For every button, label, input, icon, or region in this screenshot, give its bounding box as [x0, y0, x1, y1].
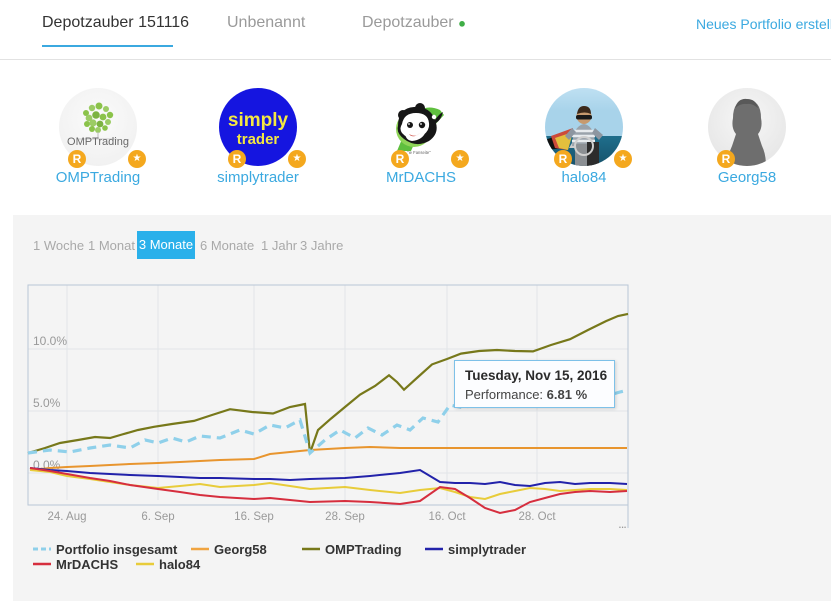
svg-text:trader: trader — [237, 131, 280, 148]
svg-text:OMPTrading: OMPTrading — [67, 136, 129, 148]
svg-text:halo84: halo84 — [159, 557, 201, 572]
svg-text:Portfolio insgesamt: Portfolio insgesamt — [56, 542, 178, 557]
svg-text:Georg58: Georg58 — [214, 542, 267, 557]
svg-text:MrDACHS: MrDACHS — [56, 557, 118, 572]
svg-text:OMPTrading: OMPTrading — [325, 542, 402, 557]
svg-text:simplytrader: simplytrader — [448, 542, 526, 557]
svg-text:simply: simply — [228, 110, 289, 131]
svg-text:"ie Fanseite": "ie Fanseite" — [407, 150, 431, 155]
